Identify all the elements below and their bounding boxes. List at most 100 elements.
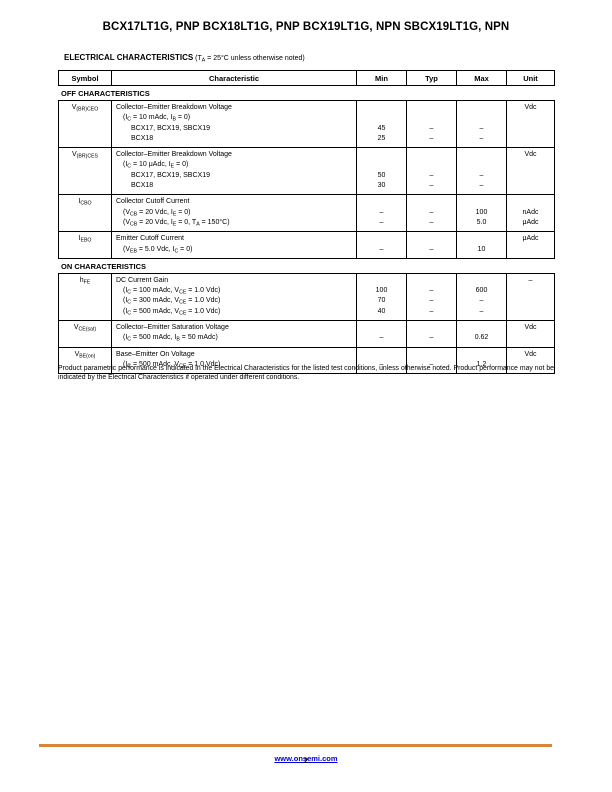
max-value: [457, 103, 506, 113]
min-cell: 45 25: [356, 99, 407, 149]
typ-value: –: [429, 208, 434, 216]
characteristic-cell: Collector–Emitter Breakdown Voltage (IC …: [111, 99, 357, 149]
symbol: V(BR)CEO: [71, 104, 99, 113]
min-value: 70: [377, 297, 386, 305]
max-value: [457, 350, 506, 360]
symbol-cell: VCE(sat): [58, 320, 112, 348]
min-value: [357, 350, 406, 360]
min-cell: 100 70 40: [356, 272, 407, 322]
unit-value: [507, 171, 554, 181]
ec-heading-conditions: (TA = 25°C unless otherwise noted): [195, 55, 305, 64]
typ-value: –: [429, 334, 434, 342]
unit-cell: Vdc: [506, 99, 555, 149]
footer: www.onsemi.com: [0, 748, 612, 766]
characteristic-line: BCX17, BCX19, SBCX19: [131, 124, 210, 132]
onsemi-link[interactable]: www.onsemi.com: [274, 754, 338, 763]
min-value: –: [379, 334, 384, 342]
characteristic-line: BCX18: [131, 134, 154, 142]
min-value: [357, 197, 406, 207]
table-row: VCE(sat) Collector–Emitter Saturation Vo…: [58, 320, 555, 348]
symbol: V(BR)CES: [72, 151, 98, 160]
column-header-characteristic: Characteristic: [111, 70, 357, 86]
typ-value: –: [429, 182, 434, 190]
min-value: 45: [377, 124, 386, 132]
unit-value: μAdc: [522, 235, 539, 243]
max-value: 0.62: [474, 334, 489, 342]
electrical-characteristics-heading: ELECTRICAL CHARACTERISTICS (TA = 25°C un…: [64, 53, 305, 64]
off-characteristics-label: OFF CHARACTERISTICS: [61, 89, 150, 98]
max-value: [457, 323, 506, 333]
typ-value: [407, 323, 456, 333]
unit-value: Vdc: [524, 350, 537, 358]
symbol-cell: V(BR)CEO: [58, 99, 112, 149]
typ-value: –: [429, 124, 434, 132]
unit-value: nAdc: [522, 208, 539, 216]
characteristic-line: Base–Emitter On Voltage: [116, 350, 195, 358]
typ-value: –: [429, 287, 434, 295]
unit-value: μAdc: [522, 218, 539, 226]
typ-cell: –: [406, 231, 457, 259]
unit-cell: Vdc: [506, 147, 555, 196]
typ-value: [407, 276, 456, 286]
table-row: hFE DC Current Gain (IC = 100 mAdc, VCE …: [58, 272, 555, 322]
characteristics-table: Symbol Characteristic Min Typ Max Unit O…: [58, 70, 555, 375]
unit-value: [507, 113, 554, 123]
characteristic-line: BCX17, BCX19, SBCX19: [131, 171, 210, 179]
symbol-cell: V(BR)CES: [58, 147, 112, 196]
unit-value: Vdc: [524, 324, 537, 332]
unit-value: [507, 181, 554, 191]
max-value: 5.0: [476, 218, 487, 226]
unit-cell: μAdc: [506, 231, 555, 259]
unit-value: [507, 124, 554, 134]
ec-heading-bold: ELECTRICAL CHARACTERISTICS: [64, 53, 194, 62]
symbol: IEBO: [78, 235, 92, 244]
column-header-symbol: Symbol: [58, 70, 112, 86]
unit-value: [507, 307, 554, 317]
characteristic-line: BCX18: [131, 182, 154, 190]
unit-value: Vdc: [524, 151, 537, 159]
max-value: –: [479, 297, 484, 305]
min-value: 50: [377, 171, 386, 179]
typ-cell: – –: [406, 194, 457, 233]
symbol: VBE(on): [74, 350, 96, 360]
max-value: [457, 197, 506, 207]
min-value: –: [379, 208, 384, 216]
max-cell: 10: [456, 231, 507, 259]
column-header-min: Min: [356, 70, 407, 86]
unit-cell: Vdc: [506, 320, 555, 348]
column-header-unit: Unit: [506, 70, 555, 86]
typ-value: –: [429, 218, 434, 226]
unit-value: –: [528, 276, 533, 284]
symbol: hFE: [79, 276, 91, 286]
min-cell: – –: [356, 194, 407, 233]
table-row: IEBO Emitter Cutoff Current (VEB = 5.0 V…: [58, 231, 555, 259]
min-cell: –: [356, 346, 407, 375]
symbol-cell: IEBO: [58, 231, 112, 259]
min-value: –: [379, 360, 384, 368]
typ-cell: – –: [406, 147, 457, 196]
max-value: –: [479, 307, 484, 315]
typ-value: –: [429, 171, 434, 179]
unit-cell: –: [506, 272, 555, 322]
typ-value: [407, 160, 456, 170]
typ-value: [407, 103, 456, 113]
max-value: 100: [475, 208, 488, 216]
min-value: 30: [377, 182, 386, 190]
min-value: [357, 113, 406, 123]
footer-accent-bar: [39, 744, 552, 747]
typ-value: –: [429, 297, 434, 305]
column-header-max: Max: [456, 70, 507, 86]
characteristic-cell: Base–Emitter On Voltage (IC = 500 mAdc, …: [111, 346, 357, 375]
max-cell: 100 5.0: [456, 194, 507, 233]
symbol-cell: ICBO: [58, 194, 112, 233]
symbol-cell: hFE: [58, 272, 112, 322]
min-value: [357, 234, 406, 244]
unit-value: [507, 197, 554, 207]
on-characteristics-label: ON CHARACTERISTICS: [61, 261, 147, 271]
characteristic-line: (IC = 500 mAdc, IB = 50 mAdc): [123, 334, 218, 343]
page-number: 2: [304, 758, 308, 765]
max-value: [457, 276, 506, 286]
max-value: [457, 150, 506, 160]
min-value: –: [379, 218, 384, 226]
characteristic-line: (IC = 300 mAdc, VCE = 1.0 Vdc): [123, 297, 221, 307]
